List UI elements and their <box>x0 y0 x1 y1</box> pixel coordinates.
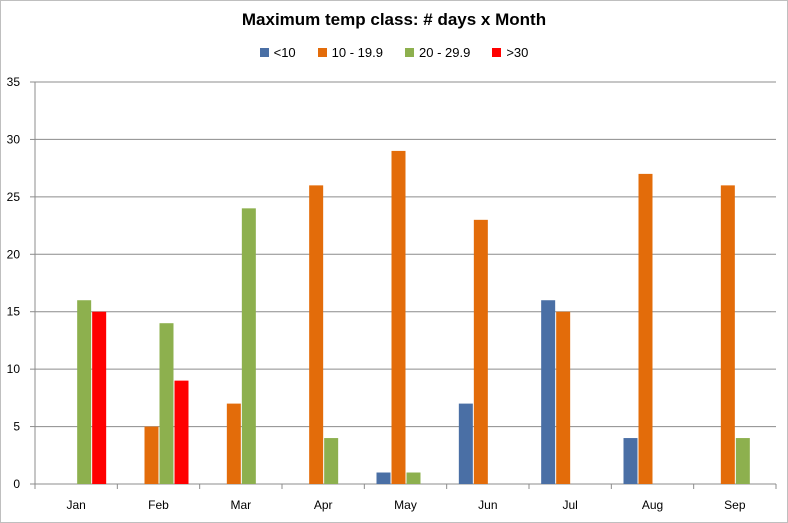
bar-apr-series-1 <box>309 185 324 484</box>
y-tick-label: 5 <box>13 420 20 434</box>
x-tick-label: Feb <box>148 498 169 512</box>
y-tick-label: 30 <box>7 132 21 146</box>
legend-swatch-10-19 <box>317 48 327 57</box>
bar-feb-series-2 <box>159 323 174 484</box>
legend-item-20-29: 20 - 29.9 <box>405 45 470 60</box>
bar-mar-series-1 <box>226 403 241 484</box>
x-tick-label: Sep <box>724 498 746 512</box>
bar-jul-series-1 <box>556 311 571 484</box>
legend-label-gt30: >30 <box>506 45 529 60</box>
bar-feb-series-3 <box>174 380 189 484</box>
bar-sep-series-1 <box>720 185 735 484</box>
bar-may-series-2 <box>406 472 421 484</box>
bar-aug-series-0 <box>623 438 638 484</box>
x-tick-label: Aug <box>642 498 663 512</box>
bar-may-series-1 <box>391 150 406 484</box>
bar-feb-series-1 <box>144 426 159 484</box>
x-tick-label: Jul <box>562 498 577 512</box>
y-tick-label: 25 <box>7 190 21 204</box>
bar-jan-series-3 <box>92 311 107 484</box>
y-tick-label: 15 <box>7 305 21 319</box>
bar-jan-series-2 <box>77 300 92 484</box>
legend-label-20-29: 20 - 29.9 <box>419 45 471 60</box>
bar-mar-series-2 <box>241 208 256 485</box>
bar-may-series-0 <box>376 472 391 484</box>
y-tick-label: 10 <box>7 362 21 376</box>
x-tick-label: Jan <box>66 498 85 512</box>
y-tick-label: 35 <box>7 75 21 89</box>
legend-swatch-20-29 <box>405 48 414 57</box>
y-tick-label: 0 <box>13 477 20 491</box>
bar-jun-series-1 <box>473 219 488 485</box>
chart-title: Maximum temp class: # days x Month <box>241 10 547 29</box>
bar-apr-series-2 <box>324 438 339 484</box>
x-tick-label: Apr <box>314 498 333 512</box>
bar-jun-series-0 <box>458 403 473 484</box>
legend-swatch-lt10 <box>259 48 269 57</box>
x-tick-label: Mar <box>230 498 251 512</box>
legend-swatch-gt30 <box>492 48 502 57</box>
legend-item-lt10: <10 <box>259 45 296 60</box>
y-tick-label: 20 <box>7 247 21 261</box>
legend-item-10-19: 10 - 19.9 <box>317 45 383 60</box>
legend-label-lt10: <10 <box>273 45 296 60</box>
x-tick-label: Jun <box>478 498 497 512</box>
x-tick-label: May <box>394 498 417 512</box>
bar-sep-series-2 <box>735 438 750 484</box>
bar-aug-series-1 <box>638 173 653 484</box>
bar-jul-series-0 <box>541 300 556 484</box>
legend-label-10-19: 10 - 19.9 <box>331 45 383 60</box>
legend: <10 10 - 19.9 20 - 29.9 >30 <box>0 45 788 60</box>
legend-item-gt30: >30 <box>492 45 528 60</box>
